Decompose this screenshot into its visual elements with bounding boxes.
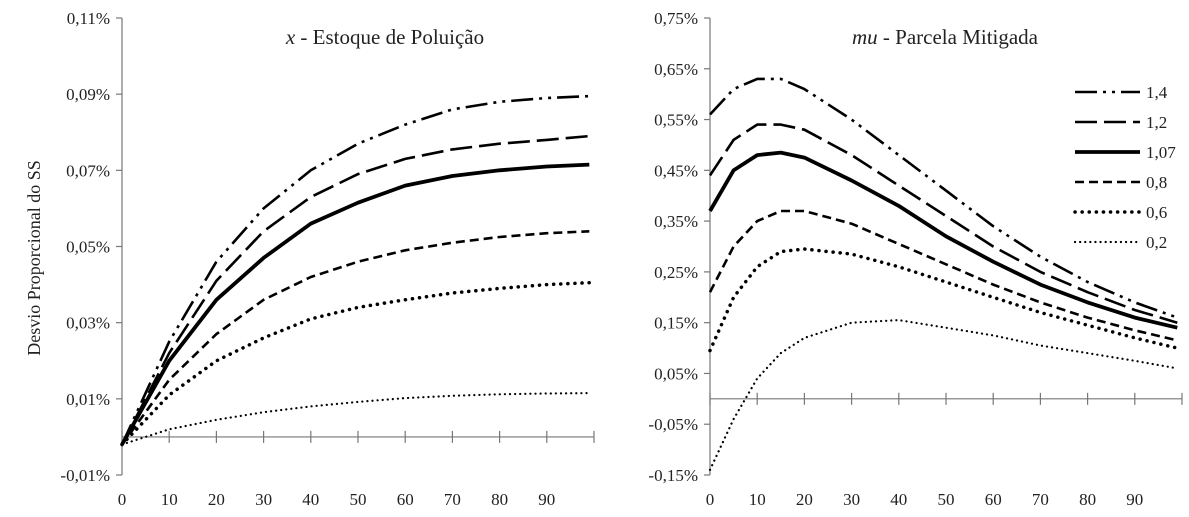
y-axis-title: Desvio Proporcional do SS [24, 160, 44, 356]
x-tick-label: 90 [1126, 490, 1143, 509]
series-line-1-2 [120, 134, 590, 446]
legend-label-0-6: 0,6 [1146, 203, 1167, 222]
x-tick-label: 80 [491, 490, 508, 509]
y-tick-label: 0,45% [654, 161, 698, 180]
y-tick-label: 0,35% [654, 212, 698, 231]
chart-title: x - Estoque de Poluição [285, 25, 484, 49]
series-line-0-8 [120, 230, 590, 446]
y-tick-label: -0,15% [648, 466, 698, 485]
series-line-0-6 [120, 280, 592, 447]
x-tick-label: 20 [208, 490, 225, 509]
x-tick-label: 60 [985, 490, 1002, 509]
series-line-1-4 [709, 77, 1178, 319]
y-tick-label: 0,11% [67, 9, 110, 28]
x-tick-label: 40 [890, 490, 907, 509]
y-tick-label: 0,09% [66, 85, 110, 104]
chart-panel-mitigated-share: -0,15% -0,05% 0,05% 0,15% 0,25% 0,35% 0,45% 0,5… [648, 9, 1183, 509]
series-line-1-4 [120, 94, 590, 446]
y-tick-label: 0,25% [654, 263, 698, 282]
x-tick-label: 90 [538, 490, 555, 509]
x-tick-label: 70 [444, 490, 461, 509]
y-tick-label: 0,03% [66, 314, 110, 333]
y-tick-label: 0,05% [66, 238, 110, 257]
series-line-1-07 [120, 162, 590, 446]
legend-label-1-2: 1,2 [1146, 113, 1167, 132]
x-tick-label: 20 [796, 490, 813, 509]
y-tick-label: -0,01% [60, 466, 110, 485]
x-tick-label: 40 [302, 490, 319, 509]
legend-label-0-8: 0,8 [1146, 173, 1167, 192]
y-tick-label: 0,01% [66, 390, 110, 409]
chart-panel-pollution-stock: -0,01% 0,01% 0,03% 0,05% 0,07% 0,09% 0,11% 0 10 2… [60, 9, 595, 509]
x-tick-label: 50 [938, 490, 955, 509]
y-tick-label: 0,15% [654, 314, 698, 333]
x-tick-label: 0 [706, 490, 715, 509]
series-line-0-8 [708, 209, 1178, 342]
y-tick-label: 0,65% [654, 60, 698, 79]
x-tick-label: 60 [397, 490, 414, 509]
series-line-0-2 [120, 392, 591, 446]
chart-title: mu - Parcela Mitigada [852, 25, 1039, 49]
x-tick-label: 30 [843, 490, 860, 509]
series-line-1-07 [708, 150, 1178, 330]
x-tick-label: 30 [255, 490, 272, 509]
series-line-0-2 [708, 319, 1179, 471]
x-tick-label: 10 [749, 490, 766, 509]
legend-label-1-4: 1,4 [1146, 83, 1168, 102]
x-tick-label: 70 [1032, 490, 1049, 509]
series-line-1-2 [708, 123, 1178, 324]
y-tick-label: 0,07% [66, 161, 110, 180]
x-tick-label: 0 [118, 490, 127, 509]
y-tick-label: 0,55% [654, 111, 698, 130]
legend-label-0-2: 0,2 [1146, 233, 1167, 252]
y-tick-label: 0,05% [654, 364, 698, 383]
x-tick-label: 80 [1079, 490, 1096, 509]
x-tick-label: 50 [350, 490, 367, 509]
y-tick-label: 0,75% [654, 9, 698, 28]
y-tick-label: -0,05% [648, 415, 698, 434]
legend-label-1-07: 1,07 [1146, 143, 1176, 162]
x-tick-label: 10 [161, 490, 178, 509]
